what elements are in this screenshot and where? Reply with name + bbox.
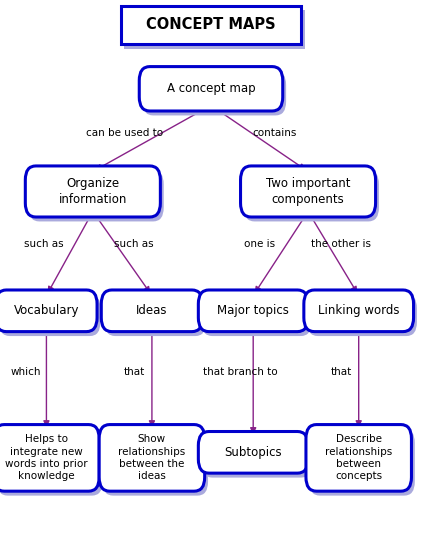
FancyBboxPatch shape [99,425,205,491]
Text: Subtopics: Subtopics [225,446,282,459]
Text: Linking words: Linking words [318,304,400,317]
Text: the other is: the other is [311,239,371,249]
Text: contains: contains [252,128,297,138]
FancyBboxPatch shape [25,166,160,217]
FancyBboxPatch shape [202,436,311,477]
Text: that branch to: that branch to [203,367,278,377]
FancyBboxPatch shape [121,6,301,44]
Text: Vocabulary: Vocabulary [14,304,79,317]
FancyBboxPatch shape [143,71,286,115]
FancyBboxPatch shape [306,425,411,491]
Text: one is: one is [244,239,275,249]
FancyBboxPatch shape [307,294,417,336]
Text: such as: such as [24,239,64,249]
FancyBboxPatch shape [105,294,206,336]
Text: Helps to
integrate new
words into prior
knowledge: Helps to integrate new words into prior … [5,434,88,482]
FancyBboxPatch shape [0,290,97,332]
Text: that: that [330,367,352,377]
FancyBboxPatch shape [0,429,103,496]
Text: Ideas: Ideas [136,304,168,317]
Text: that: that [124,367,145,377]
FancyBboxPatch shape [304,290,414,332]
Text: Show
relationships
between the
ideas: Show relationships between the ideas [118,434,186,482]
Text: Organize
information: Organize information [59,177,127,206]
Text: Two important
components: Two important components [266,177,350,206]
FancyBboxPatch shape [29,170,164,221]
FancyBboxPatch shape [139,67,283,111]
FancyBboxPatch shape [101,290,203,332]
FancyBboxPatch shape [0,425,99,491]
FancyBboxPatch shape [0,294,100,336]
FancyBboxPatch shape [309,429,415,496]
FancyBboxPatch shape [241,166,376,217]
Text: CONCEPT MAPS: CONCEPT MAPS [146,17,276,33]
Text: such as: such as [114,239,154,249]
FancyBboxPatch shape [198,432,308,473]
FancyBboxPatch shape [103,429,208,496]
FancyBboxPatch shape [202,294,311,336]
Text: which: which [10,367,41,377]
FancyBboxPatch shape [244,170,379,221]
Text: Describe
relationships
between
concepts: Describe relationships between concepts [325,434,392,482]
FancyBboxPatch shape [124,10,305,49]
Text: A concept map: A concept map [167,82,255,95]
Text: can be used to: can be used to [86,128,163,138]
Text: Major topics: Major topics [217,304,289,317]
FancyBboxPatch shape [198,290,308,332]
